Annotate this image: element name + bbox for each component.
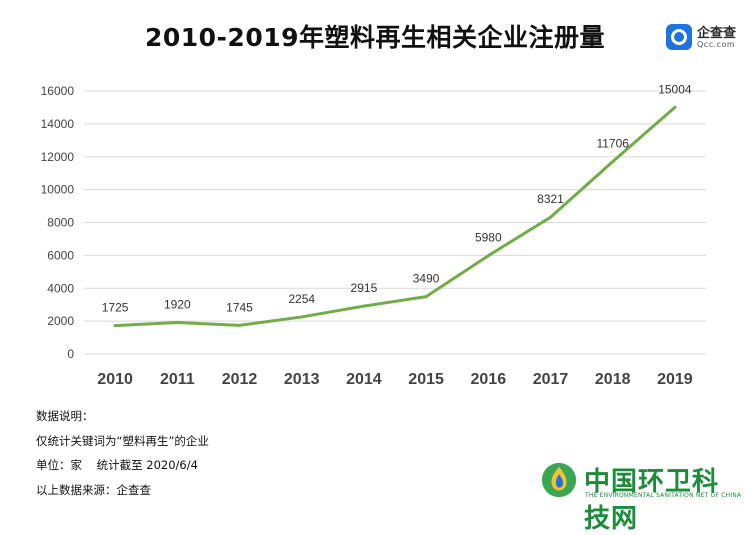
qcc-logo-sub: Qcc.com xyxy=(697,40,736,49)
data-point xyxy=(362,304,366,308)
data-notes: 数据说明： 仅统计关键词为“塑料再生”的企业 单位：家 统计截至 2020/6/… xyxy=(36,404,209,502)
x-tick-label: 2014 xyxy=(346,371,382,388)
data-label: 2254 xyxy=(288,292,315,306)
x-tick-label: 2015 xyxy=(408,371,444,388)
data-label: 8321 xyxy=(537,192,564,206)
data-label: 5980 xyxy=(475,231,502,245)
y-tick-label: 8000 xyxy=(47,216,74,230)
data-point xyxy=(611,160,615,164)
y-tick-label: 10000 xyxy=(41,183,75,197)
x-tick-label: 2011 xyxy=(160,371,195,388)
y-tick-label: 14000 xyxy=(41,117,75,131)
line-chart: 0 2000 4000 6000 8000 10000 12000 14000 16000 201… xyxy=(41,82,706,388)
note-heading: 数据说明： xyxy=(36,409,94,423)
data-point xyxy=(238,323,241,327)
data-point xyxy=(424,295,428,299)
chart-title: 2010-2019年塑料再生相关企业注册量 xyxy=(144,23,606,52)
x-tick-label: 2013 xyxy=(284,371,320,388)
x-tick-label: 2017 xyxy=(533,371,569,388)
data-label: 15004 xyxy=(658,82,692,96)
note-source: 以上数据来源：企查查 xyxy=(36,482,151,497)
qcc-logo-icon xyxy=(666,24,692,50)
data-point xyxy=(486,254,490,258)
qcc-logo: 企查查 Qcc.com xyxy=(666,22,746,56)
y-tick-label: 2000 xyxy=(47,314,74,328)
y-tick-label: 6000 xyxy=(47,248,74,262)
data-point xyxy=(673,105,677,109)
data-label: 11706 xyxy=(596,137,629,151)
y-tick-label: 16000 xyxy=(41,84,75,98)
data-point xyxy=(300,315,304,319)
watermark-brand: 中国环卫科技网 THE ENVIRONMENTAL SANITATION NET… xyxy=(540,459,745,534)
series-line xyxy=(113,105,677,328)
data-point xyxy=(113,324,117,328)
data-point xyxy=(175,320,179,324)
leaf-drop-icon xyxy=(541,462,577,498)
note-keyword: 仅统计关键词为“塑料再生”的企业 xyxy=(36,433,209,448)
y-tick-label: 0 xyxy=(67,347,74,361)
x-tick-label: 2010 xyxy=(97,371,133,388)
data-label: 1745 xyxy=(226,300,253,314)
note-unit-date: 单位：家 统计截至 2020/6/4 xyxy=(36,458,198,472)
data-label: 1725 xyxy=(102,301,129,315)
x-tick-label: 2018 xyxy=(595,371,631,388)
data-point xyxy=(549,215,552,219)
x-tick-label: 2019 xyxy=(657,371,693,388)
y-tick-label: 4000 xyxy=(47,281,74,295)
x-tick-label: 2016 xyxy=(471,371,507,388)
x-tick-label: 2012 xyxy=(222,371,258,388)
qcc-logo-name: 企查查 xyxy=(697,26,737,41)
data-label: 1920 xyxy=(164,297,191,311)
watermark-sub: THE ENVIRONMENTAL SANITATION NET OF CHIN… xyxy=(585,492,742,499)
y-tick-label: 12000 xyxy=(41,150,75,164)
data-label: 2915 xyxy=(351,281,378,295)
data-label: 3490 xyxy=(413,272,440,286)
